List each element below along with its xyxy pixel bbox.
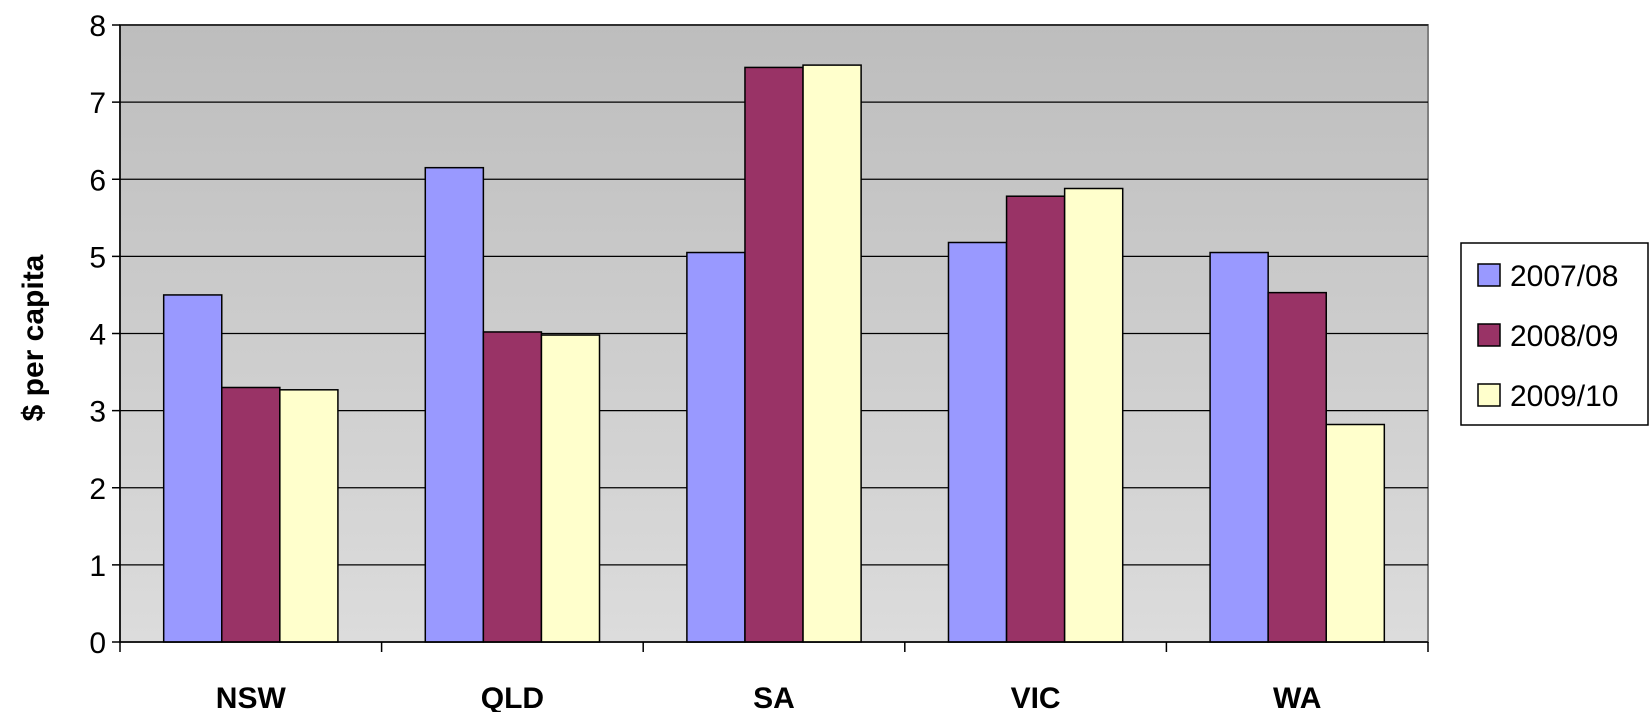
bar-sa-2008-09 <box>744 66 804 643</box>
bar-nsw-2009-10 <box>279 389 339 643</box>
x-category-label: QLD <box>481 682 544 712</box>
y-tick-label: 3 <box>89 396 106 429</box>
bar-wa-2007-08 <box>1209 251 1269 643</box>
legend-swatch <box>1477 383 1501 407</box>
bar-vic-2009-10 <box>1063 187 1124 643</box>
legend-swatch <box>1477 323 1501 347</box>
y-tick-labels: 0 1 2 3 4 5 6 7 8 <box>89 10 106 660</box>
bar-qld-2009-10 <box>540 334 601 643</box>
legend-swatch <box>1477 263 1501 287</box>
x-category-label: SA <box>753 682 795 712</box>
legend-label: 2008/09 <box>1510 320 1618 353</box>
bar-wa-2008-09 <box>1267 291 1327 643</box>
x-category-label: VIC <box>1011 682 1061 712</box>
x-category-label: NSW <box>216 682 287 712</box>
legend-label: 2009/10 <box>1510 380 1618 413</box>
y-tick-label: 2 <box>89 473 106 506</box>
y-tick-label: 0 <box>89 627 106 660</box>
bar-vic-2007-08 <box>947 241 1008 643</box>
axes <box>112 24 1429 652</box>
y-axis-title: $ per capita <box>17 254 50 421</box>
bar-nsw-2007-08 <box>162 294 223 643</box>
y-tick-label: 4 <box>89 319 106 352</box>
bar-vic-2008-09 <box>1005 195 1066 643</box>
bar-sa-2009-10 <box>802 64 862 643</box>
bar-qld-2007-08 <box>424 166 485 643</box>
y-tick-label: 6 <box>89 164 106 197</box>
y-tick-label: 8 <box>89 10 106 43</box>
legend: 2007/08 2008/09 2009/10 <box>1460 242 1649 426</box>
y-tick-label: 5 <box>89 241 106 274</box>
y-tick-label: 7 <box>89 87 106 120</box>
legend-label: 2007/08 <box>1510 260 1618 293</box>
bar-wa-2009-10 <box>1325 423 1386 643</box>
bar-qld-2008-09 <box>482 331 543 643</box>
bar-sa-2007-08 <box>686 251 746 643</box>
y-tick-label: 1 <box>89 550 106 583</box>
x-category-labels: NSW QLD SA VIC WA <box>216 682 1322 712</box>
bars <box>162 64 1386 643</box>
bar-nsw-2008-09 <box>221 386 281 643</box>
x-category-label: WA <box>1273 682 1321 712</box>
